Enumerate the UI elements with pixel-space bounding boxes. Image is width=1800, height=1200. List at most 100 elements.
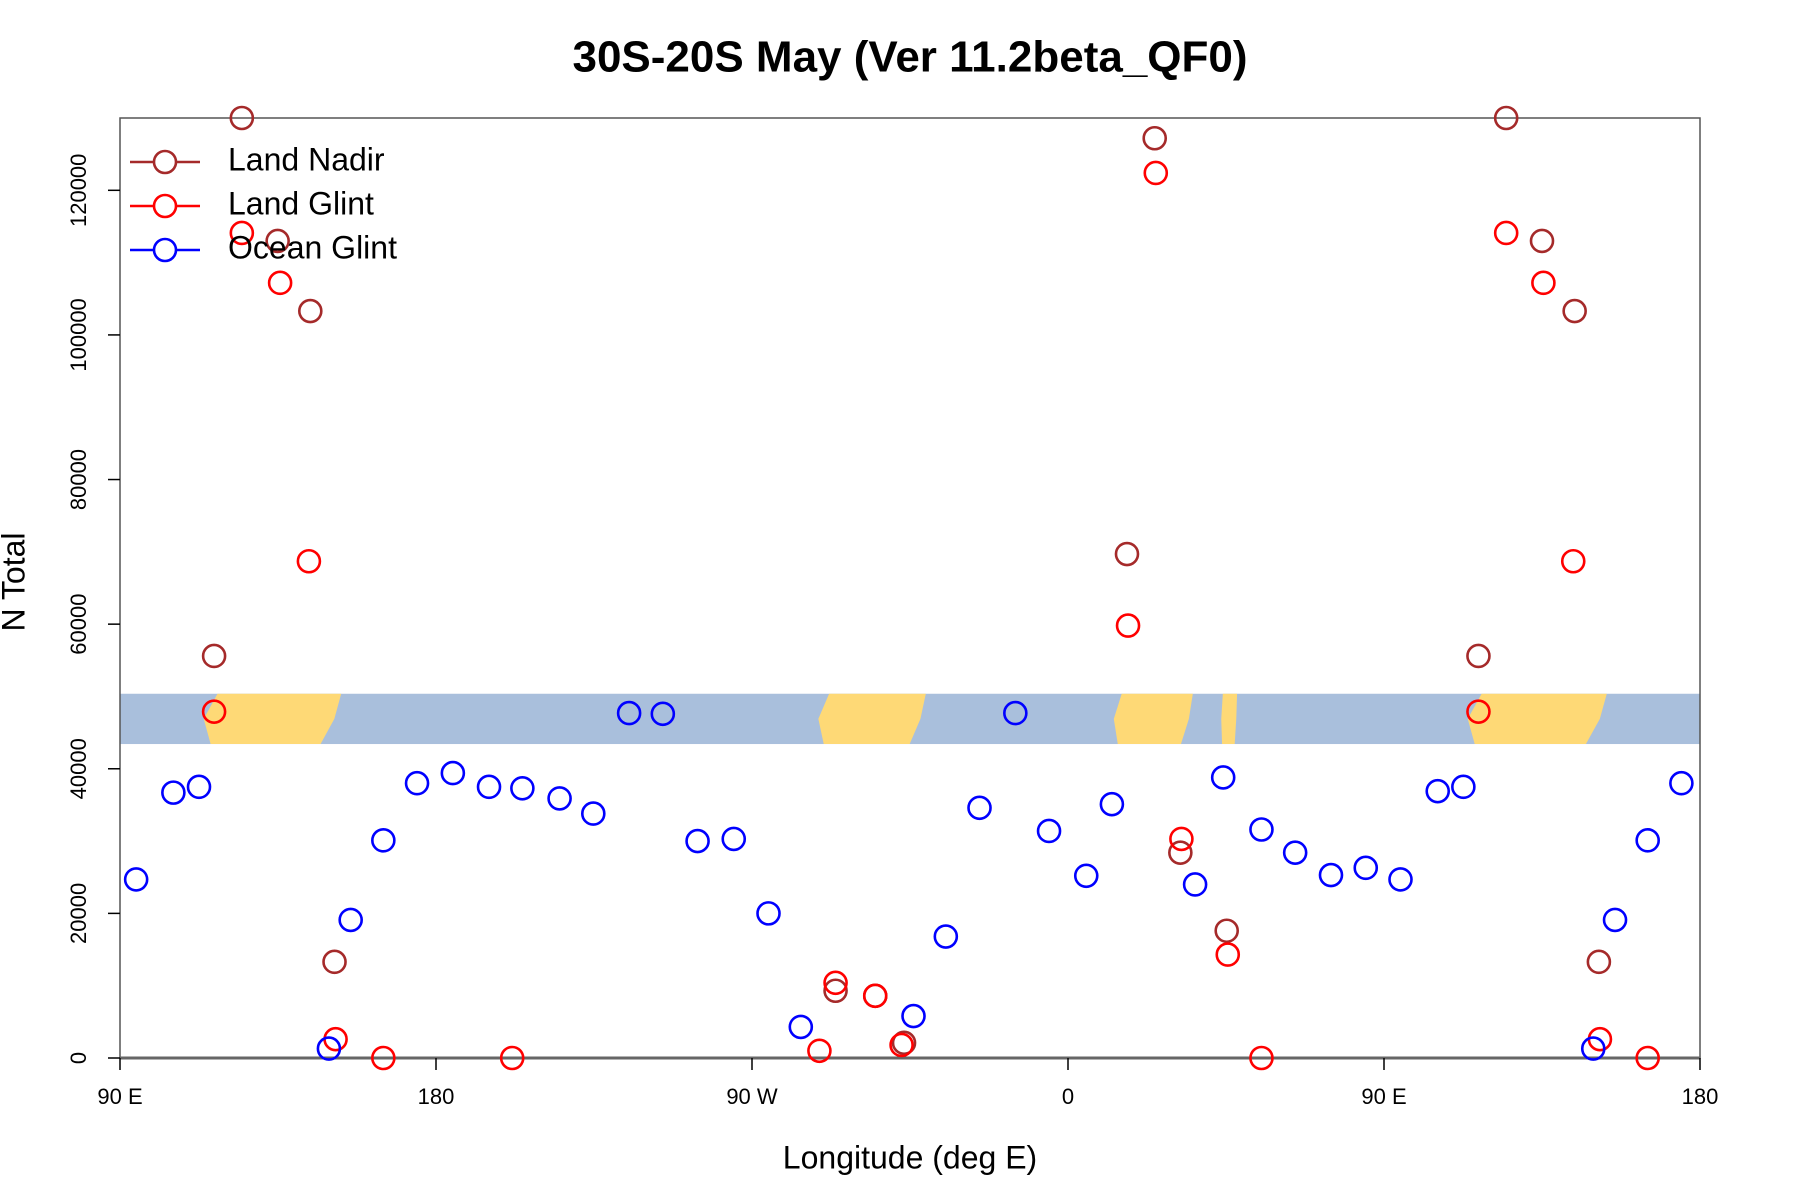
point	[296, 548, 322, 574]
map-land	[1113, 693, 1193, 745]
point	[1210, 765, 1236, 790]
point	[1353, 855, 1379, 881]
y-tick-label: 100000	[66, 298, 91, 371]
point	[933, 924, 959, 949]
point	[967, 795, 992, 821]
point	[1318, 862, 1344, 888]
point	[685, 828, 710, 854]
point	[1073, 863, 1099, 889]
point	[1249, 817, 1274, 842]
legend-marker	[152, 149, 178, 175]
point	[1182, 872, 1208, 897]
point	[1036, 818, 1062, 844]
point	[1003, 700, 1028, 726]
map-land	[818, 693, 926, 745]
point	[161, 780, 186, 805]
point	[1143, 160, 1169, 186]
legend-marker	[152, 193, 178, 219]
point	[547, 786, 572, 811]
point	[1586, 949, 1612, 975]
point	[338, 907, 363, 933]
point	[404, 770, 430, 796]
point	[1560, 548, 1586, 574]
chart-title: 30S-20S May (Ver 11.2beta_QF0)	[572, 33, 1247, 82]
map-land	[1221, 693, 1238, 745]
y-axis-label: N Total	[0, 532, 31, 631]
legend-label: Land Nadir	[228, 141, 385, 177]
point	[823, 970, 848, 996]
point	[1669, 770, 1694, 796]
point	[1635, 1045, 1660, 1071]
point	[862, 983, 888, 1009]
x-tick-label: 90 W	[726, 1084, 778, 1109]
y-tick-label: 20000	[66, 883, 91, 944]
point	[1215, 942, 1241, 967]
point	[1493, 105, 1519, 131]
point	[1168, 840, 1193, 865]
x-tick-label: 0	[1062, 1084, 1074, 1109]
point	[1562, 298, 1587, 324]
point	[1531, 270, 1556, 296]
point	[1466, 699, 1491, 724]
point	[476, 774, 502, 800]
point	[371, 1045, 396, 1071]
point	[580, 801, 606, 826]
point	[440, 760, 466, 786]
legend-marker	[152, 237, 178, 263]
point	[788, 1014, 814, 1040]
point	[1451, 774, 1476, 800]
point	[201, 643, 227, 669]
point	[1282, 840, 1308, 865]
point	[889, 1032, 914, 1058]
x-tick-label: 90 E	[97, 1084, 142, 1109]
y-tick-label: 40000	[66, 738, 91, 799]
y-tick-label: 60000	[66, 594, 91, 655]
point	[1580, 1036, 1606, 1061]
legend-label: Ocean Glint	[228, 229, 397, 265]
y-tick-label: 0	[66, 1052, 91, 1064]
point	[1635, 828, 1660, 853]
point	[1142, 125, 1168, 151]
point	[322, 949, 347, 975]
point	[123, 867, 149, 892]
point	[823, 978, 848, 1004]
map-land	[203, 693, 342, 745]
point	[265, 228, 290, 254]
point	[298, 298, 323, 324]
x-tick-label: 180	[1682, 1084, 1719, 1109]
y-tick-label: 80000	[66, 449, 91, 510]
point	[901, 1003, 926, 1029]
point	[1388, 867, 1413, 892]
point	[229, 220, 255, 246]
point	[756, 901, 781, 926]
point	[1214, 918, 1240, 944]
point	[267, 270, 293, 296]
point	[229, 105, 255, 131]
map-land	[1467, 693, 1607, 745]
y-tick-label: 120000	[66, 154, 91, 227]
point	[186, 774, 212, 800]
point	[1114, 541, 1140, 567]
legend-label: Land Glint	[228, 185, 374, 221]
point	[891, 1030, 917, 1056]
point	[1529, 228, 1555, 254]
point	[1493, 220, 1519, 246]
x-axis-label: Longitude (deg E)	[783, 1139, 1037, 1175]
point	[371, 828, 396, 853]
point	[1169, 826, 1194, 852]
point	[1425, 778, 1451, 804]
point	[201, 699, 227, 724]
point	[721, 826, 747, 852]
point	[650, 701, 676, 727]
point	[1602, 907, 1628, 933]
point	[1249, 1045, 1274, 1071]
point	[499, 1045, 525, 1071]
x-tick-label: 90 E	[1361, 1084, 1406, 1109]
point	[1115, 613, 1141, 638]
point	[316, 1036, 342, 1061]
point	[1466, 643, 1491, 669]
point	[510, 775, 535, 801]
point	[1099, 791, 1125, 817]
